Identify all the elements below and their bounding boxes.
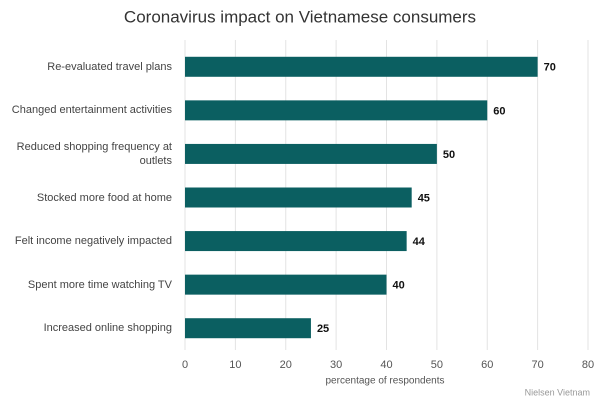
value-label: 70: [544, 62, 556, 74]
value-label: 50: [443, 149, 455, 161]
bar: [185, 318, 311, 339]
chart-title: Coronavirus impact on Vietnamese consume…: [124, 7, 476, 26]
x-tick-label: 40: [380, 359, 392, 371]
y-tick-label: Spent more time watching TV: [27, 278, 172, 291]
bar: [185, 143, 437, 164]
y-tick-label: Stocked more food at home: [36, 191, 172, 204]
x-tick-label: 70: [532, 359, 544, 371]
bar: [185, 100, 488, 121]
y-tick-label: Reduced shopping frequency at outlets: [16, 140, 172, 167]
y-tick-label: Changed entertainment activities: [11, 104, 172, 117]
x-tick-label: 50: [431, 359, 443, 371]
x-tick-label: 20: [280, 359, 292, 371]
x-axis-label: percentage of respondents: [326, 376, 445, 387]
value-label: 40: [393, 280, 405, 292]
bar: [185, 187, 412, 208]
value-label: 45: [418, 192, 430, 204]
x-tick-label: 30: [330, 359, 342, 371]
x-tick-label: 0: [182, 359, 188, 371]
x-tick-label: 80: [582, 359, 594, 371]
value-label: 60: [493, 105, 505, 117]
source: Nielsen Vietnam: [525, 387, 590, 397]
bar: [185, 274, 387, 295]
bar: [185, 56, 538, 77]
y-tick-label: Increased online shopping: [43, 322, 172, 335]
x-tick-label: 10: [229, 359, 241, 371]
x-tick-label: 60: [481, 359, 493, 371]
value-label: 25: [317, 323, 329, 335]
y-tick-label: Re-evaluated travel plans: [47, 60, 172, 73]
bar: [185, 231, 407, 252]
y-tick-label: Felt income negatively impacted: [14, 235, 172, 248]
value-label: 44: [413, 236, 426, 248]
